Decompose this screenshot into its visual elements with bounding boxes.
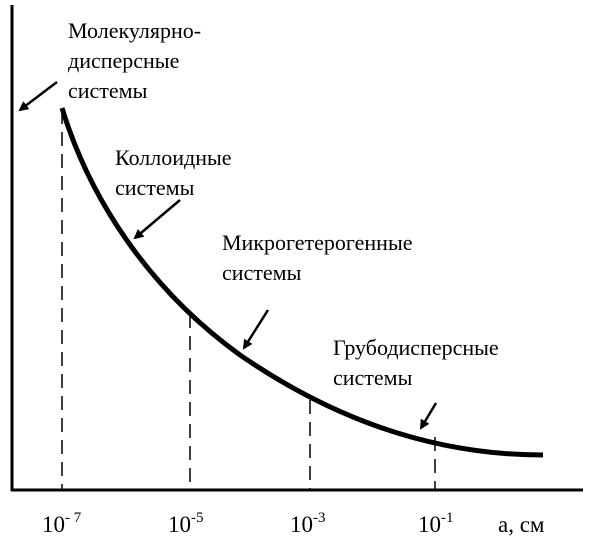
label: Микрогетерогенные [222, 230, 413, 255]
arrow [133, 199, 181, 240]
label: системы [115, 175, 195, 200]
label: системы [68, 78, 148, 103]
x-tick-label: 10-3 [290, 510, 326, 537]
label: Молекулярно- [68, 18, 201, 43]
arrow [242, 309, 270, 350]
dashed-guides [61, 110, 436, 489]
x-ticks: 10- 7 10-5 10-3 10-1 [42, 510, 454, 537]
arrows [18, 81, 438, 430]
label: системы [333, 365, 413, 390]
arrow [419, 402, 438, 430]
tick-exponent: -1 [441, 510, 454, 526]
tick-exponent: -3 [313, 510, 326, 526]
x-tick-label: 10-1 [418, 510, 454, 537]
tick-base: 10 [290, 512, 313, 537]
tick-base: 10 [42, 512, 65, 537]
tick-base: 10 [168, 512, 191, 537]
curve [59, 107, 544, 458]
x-axis-label: а, см [498, 512, 545, 537]
label: Коллоидные [115, 145, 232, 170]
label: системы [222, 260, 302, 285]
label: дисперсные [68, 48, 179, 73]
label: Грубодисперсные [333, 335, 499, 360]
x-tick-label: 10-5 [168, 510, 204, 537]
tick-exponent: - 7 [65, 510, 82, 526]
arrow [18, 81, 58, 112]
tick-exponent: -5 [191, 510, 204, 526]
x-tick-label: 10- 7 [42, 510, 82, 537]
tick-base: 10 [418, 512, 441, 537]
